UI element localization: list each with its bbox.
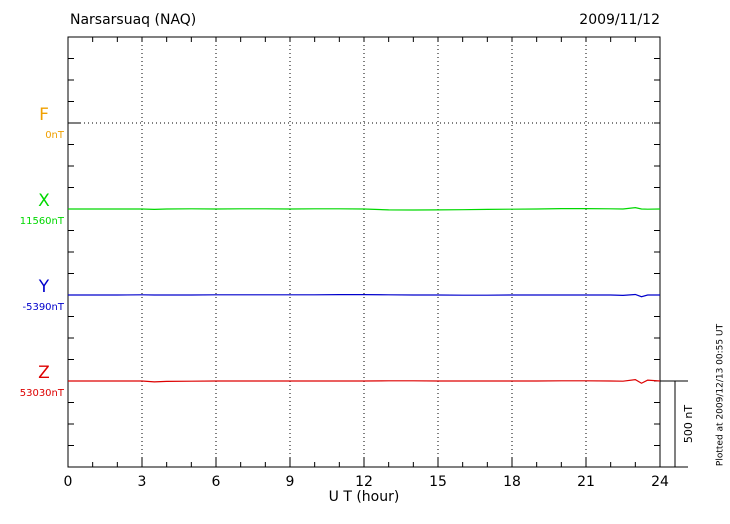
x-tick-label: 6 [212, 474, 221, 490]
x-tick-label: 12 [355, 474, 373, 490]
x-tick-label: 21 [577, 474, 595, 490]
baseline-label: -5390nT [22, 302, 64, 313]
x-tick-label: 0 [64, 474, 73, 490]
baseline-label: 0nT [45, 130, 65, 141]
scale-bar-label: 500 nT [682, 405, 695, 443]
series-line [68, 207, 661, 211]
x-tick-label: 9 [286, 474, 295, 490]
series-line [68, 379, 661, 384]
x-tick-label: 18 [503, 474, 521, 490]
series-line [68, 293, 660, 298]
series-name: X [38, 191, 50, 211]
chart-date: 2009/11/12 [579, 12, 660, 28]
series-name: Z [38, 363, 50, 383]
baseline-label: 53030nT [20, 388, 65, 399]
x-tick-label: 15 [429, 474, 447, 490]
series-name: Y [38, 277, 50, 297]
x-tick-label: 24 [651, 474, 669, 490]
footnote: Plotted at 2009/12/13 00:55 UT [716, 323, 726, 466]
chart-title: Narsarsuaq (NAQ) [70, 12, 196, 28]
x-tick-label: 3 [138, 474, 147, 490]
baseline-label: 11560nT [20, 216, 65, 227]
x-axis-label: U T (hour) [329, 489, 400, 505]
series-name: F [39, 105, 49, 125]
